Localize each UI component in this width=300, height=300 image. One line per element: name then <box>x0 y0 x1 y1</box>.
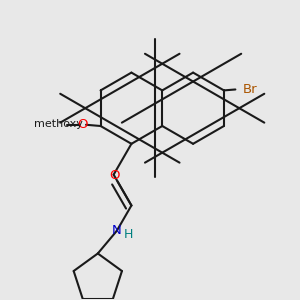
Text: N: N <box>112 224 122 237</box>
Text: O: O <box>77 118 88 131</box>
Text: Br: Br <box>242 83 257 96</box>
Text: H: H <box>124 228 133 241</box>
Text: O: O <box>109 169 120 182</box>
Text: methoxy: methoxy <box>34 119 83 130</box>
